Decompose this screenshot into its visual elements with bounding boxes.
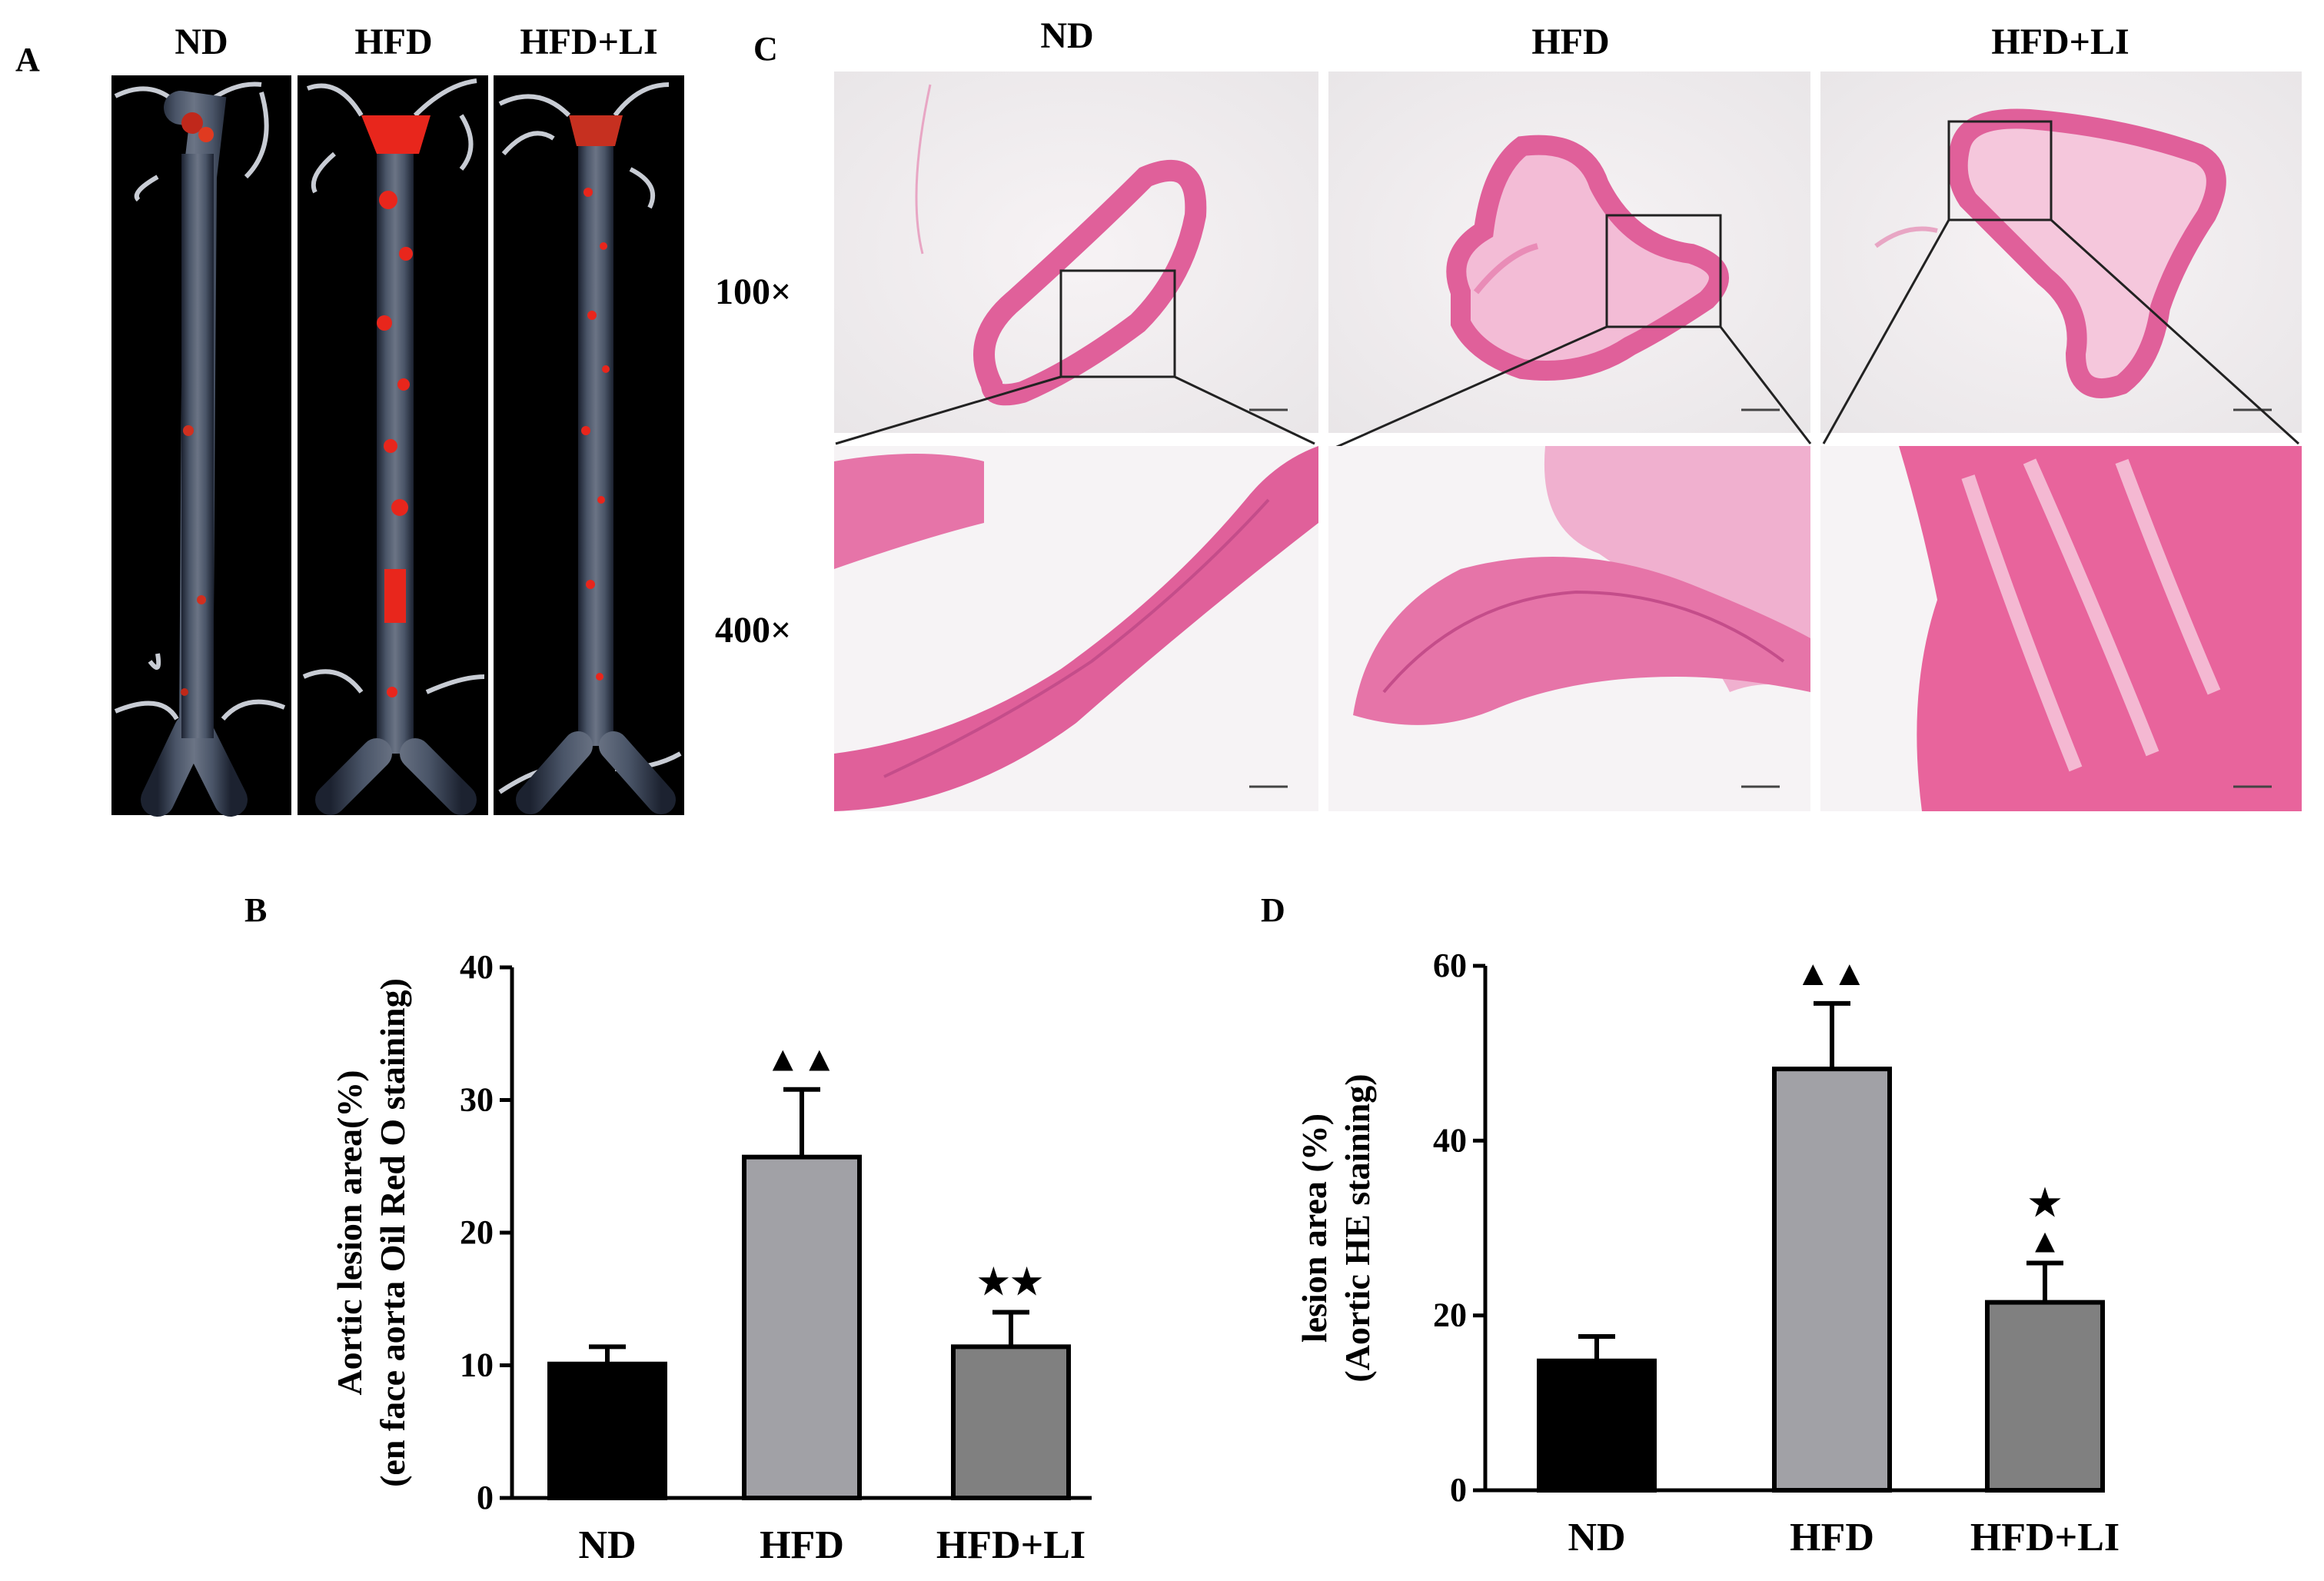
panel-c-letter: C bbox=[753, 30, 778, 68]
panel-d-letter: D bbox=[1261, 891, 1285, 929]
he-400x-hfd bbox=[1328, 446, 1810, 811]
panel-a-letter: A bbox=[15, 41, 40, 78]
bar-hfd-li bbox=[1985, 1300, 2105, 1493]
he-100x-hfd-li bbox=[1820, 72, 2302, 433]
bar-nd bbox=[547, 1361, 667, 1501]
y-tick-label: 0 bbox=[477, 1479, 494, 1516]
y-tick-label: 40 bbox=[1433, 1121, 1467, 1159]
panel-a-label-nd: ND bbox=[175, 22, 228, 62]
bar-nd bbox=[1537, 1358, 1657, 1493]
y-axis-label-line: lesion area (%) bbox=[1295, 1113, 1334, 1343]
x-tick-label: HFD+LI bbox=[936, 1523, 1086, 1567]
he-400x-hfd-li bbox=[1820, 446, 2302, 811]
bar-hfd bbox=[742, 1154, 862, 1501]
aorta-photo-nd bbox=[111, 75, 291, 817]
significance-marker: ▲▲ bbox=[765, 1040, 838, 1079]
panel-b-letter: B bbox=[244, 891, 267, 929]
he-400x-nd bbox=[834, 446, 1318, 811]
chart-d: D 0 20 40 60 lesion area (%) (Aortic HE stain… bbox=[1261, 891, 2120, 1559]
y-axis-label-line: (en face aorta Oil Red O staining) bbox=[373, 978, 412, 1487]
significance-marker: ★ bbox=[2028, 1183, 2061, 1223]
y-axis-label: lesion area (%) (Aortic HE staining) bbox=[1295, 1073, 1377, 1382]
zoom-lines bbox=[835, 218, 2300, 451]
y-tick-label: 0 bbox=[1450, 1471, 1467, 1509]
significance-marker: ▲▲ bbox=[1795, 954, 1868, 993]
y-tick-label: 30 bbox=[460, 1081, 494, 1119]
y-axis-label: Aortic lesion area(%) (en face aorta Oil … bbox=[330, 978, 412, 1487]
bar-hfd bbox=[1772, 1067, 1892, 1493]
he-100x-nd bbox=[834, 72, 1318, 433]
row-label-100x: 100× bbox=[715, 271, 791, 312]
aorta-photo-hfd bbox=[298, 75, 488, 815]
x-tick-label: HFD bbox=[760, 1523, 844, 1567]
y-tick-label: 60 bbox=[1433, 947, 1467, 984]
significance-marker: ▲ bbox=[2028, 1222, 2062, 1260]
panel-c: C ND HFD HFD+LI 100× 400× bbox=[715, 15, 2302, 811]
panel-a-label-hfd-li: HFD+LI bbox=[520, 22, 657, 62]
y-tick-label: 10 bbox=[460, 1346, 494, 1384]
y-axis-label-line: (Aortic HE staining) bbox=[1338, 1073, 1377, 1382]
he-100x-hfd bbox=[1328, 72, 1810, 433]
panel-c-label-hfd-li: HFD+LI bbox=[1991, 22, 2129, 62]
bar-hfd-li bbox=[951, 1344, 1071, 1500]
x-tick-label: ND bbox=[578, 1523, 636, 1567]
x-tick-label: ND bbox=[1568, 1516, 1625, 1559]
significance-marker: ★★ bbox=[978, 1263, 1044, 1302]
panel-a-label-hfd: HFD bbox=[354, 22, 432, 62]
x-tick-label: HFD+LI bbox=[1970, 1516, 2120, 1559]
y-axis-label-line: Aortic lesion area(%) bbox=[330, 1070, 369, 1395]
x-tick-label: HFD bbox=[1790, 1516, 1874, 1559]
y-tick-label: 20 bbox=[1433, 1296, 1467, 1334]
aorta-photo-hfd-li bbox=[494, 75, 684, 815]
y-tick-label: 40 bbox=[460, 948, 494, 986]
panel-c-label-hfd: HFD bbox=[1531, 22, 1609, 62]
panel-a: A ND HFD HFD+LI bbox=[15, 22, 684, 817]
y-tick-label: 20 bbox=[460, 1213, 494, 1251]
chart-b: B 0 10 20 30 40 Aortic lesion area(%) (en face… bbox=[244, 891, 1092, 1567]
row-label-400x: 400× bbox=[715, 610, 791, 651]
panel-c-label-nd: ND bbox=[1040, 15, 1093, 56]
